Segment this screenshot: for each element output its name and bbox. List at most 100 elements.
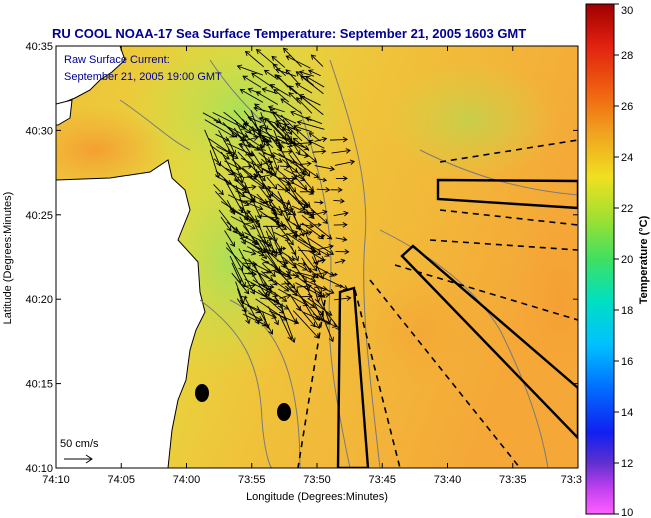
current-vector	[243, 198, 255, 204]
cool-water-patch	[380, 60, 560, 180]
current-vector	[295, 128, 309, 141]
scale-label: 50 cm/s	[60, 438, 99, 450]
current-vector	[240, 157, 272, 174]
current-vector	[333, 198, 345, 204]
colorbar-tick-label: 14	[621, 407, 633, 419]
current-vector	[204, 129, 222, 167]
current-vector	[242, 75, 262, 88]
current-vector	[267, 306, 279, 326]
current-vector	[242, 164, 253, 169]
current-vector	[285, 55, 311, 69]
current-vector	[274, 123, 291, 132]
current-vector	[312, 209, 328, 216]
x-tick-label: 73:40	[434, 474, 462, 486]
current-vector	[202, 112, 222, 124]
current-vector	[257, 132, 273, 140]
current-vector	[252, 279, 273, 293]
current-vector	[314, 285, 328, 292]
colorbar-tick-label: 20	[621, 254, 633, 266]
current-vector	[292, 137, 310, 152]
current-vector	[236, 288, 251, 325]
colorbar-tick-label: 10	[621, 507, 633, 518]
current-vector	[227, 137, 236, 156]
current-vector	[295, 230, 313, 237]
current-vector	[301, 214, 333, 240]
colorbar-tick-label: 12	[621, 458, 633, 470]
current-vector	[312, 148, 327, 155]
plot-area	[56, 46, 578, 468]
current-vector	[244, 135, 264, 149]
current-annotation-line1: Raw Surface Current:	[64, 54, 170, 66]
current-vector	[224, 230, 235, 248]
current-vector	[281, 274, 296, 289]
current-vector	[242, 282, 257, 289]
x-tick-label: 73:55	[238, 474, 266, 486]
current-vector	[330, 272, 338, 277]
current-vector	[334, 295, 352, 302]
current-vector	[239, 88, 264, 103]
current-vector	[271, 111, 297, 124]
current-vector	[261, 235, 274, 241]
y-tick-label: 40:20	[25, 294, 53, 306]
current-vector	[317, 234, 326, 238]
y-axis: 40:10 40:15 40:20 40:25 40:30 40:35	[25, 41, 578, 475]
current-vector	[288, 146, 311, 177]
current-vector	[330, 136, 348, 143]
current-vector	[266, 176, 278, 190]
current-vector	[280, 98, 303, 114]
current-vector	[299, 295, 320, 330]
current-vector	[298, 202, 309, 207]
current-vector	[298, 70, 314, 77]
current-vector	[310, 54, 324, 67]
current-vector	[311, 279, 322, 295]
current-vector	[295, 71, 314, 86]
current-vector	[276, 259, 289, 266]
current-vector	[288, 92, 302, 105]
current-vector	[294, 262, 308, 271]
y-tick-label: 40:30	[25, 125, 53, 137]
y-tick-label: 40:25	[25, 210, 53, 222]
current-vector	[297, 153, 309, 159]
current-vector	[316, 186, 331, 193]
current-vector	[299, 189, 316, 195]
current-vector	[288, 154, 305, 175]
land-mass	[56, 159, 206, 468]
current-vector	[262, 139, 270, 143]
current-vector	[210, 144, 230, 160]
current-vector	[317, 177, 328, 183]
current-vector	[284, 122, 303, 142]
current-vector	[308, 69, 321, 77]
current-vector	[290, 246, 299, 262]
current-vector	[242, 313, 268, 327]
warm-water-patch	[500, 180, 578, 420]
current-vector	[278, 313, 293, 341]
current-vector	[281, 201, 291, 206]
current-vector	[299, 95, 324, 116]
colorbar-tick-label: 26	[621, 101, 633, 113]
current-vector	[333, 222, 348, 228]
current-vector	[279, 207, 295, 213]
current-vector	[313, 270, 329, 276]
current-vector	[213, 184, 224, 196]
current-vector	[286, 137, 318, 163]
current-vector	[303, 311, 338, 328]
current-vector	[298, 238, 330, 257]
current-vector	[293, 160, 320, 179]
current-vector	[335, 284, 344, 289]
current-vector	[240, 295, 248, 299]
current-vector	[307, 237, 335, 255]
current-vector	[314, 136, 328, 143]
colorbar-tick-label: 24	[621, 152, 633, 164]
current-vector	[330, 187, 343, 193]
current-vector	[266, 250, 287, 268]
current-vector	[255, 168, 272, 199]
transect-lines	[297, 139, 578, 468]
current-vector	[293, 215, 305, 237]
x-axis: 74:10 74:05 74:00 73:55 73:50 73:45 73:40 73:35…	[42, 46, 582, 486]
current-vector	[265, 286, 288, 302]
current-vector	[295, 83, 313, 94]
current-vector	[263, 69, 276, 79]
current-vector	[317, 292, 331, 298]
current-vector	[305, 75, 325, 88]
current-vector	[238, 199, 264, 211]
